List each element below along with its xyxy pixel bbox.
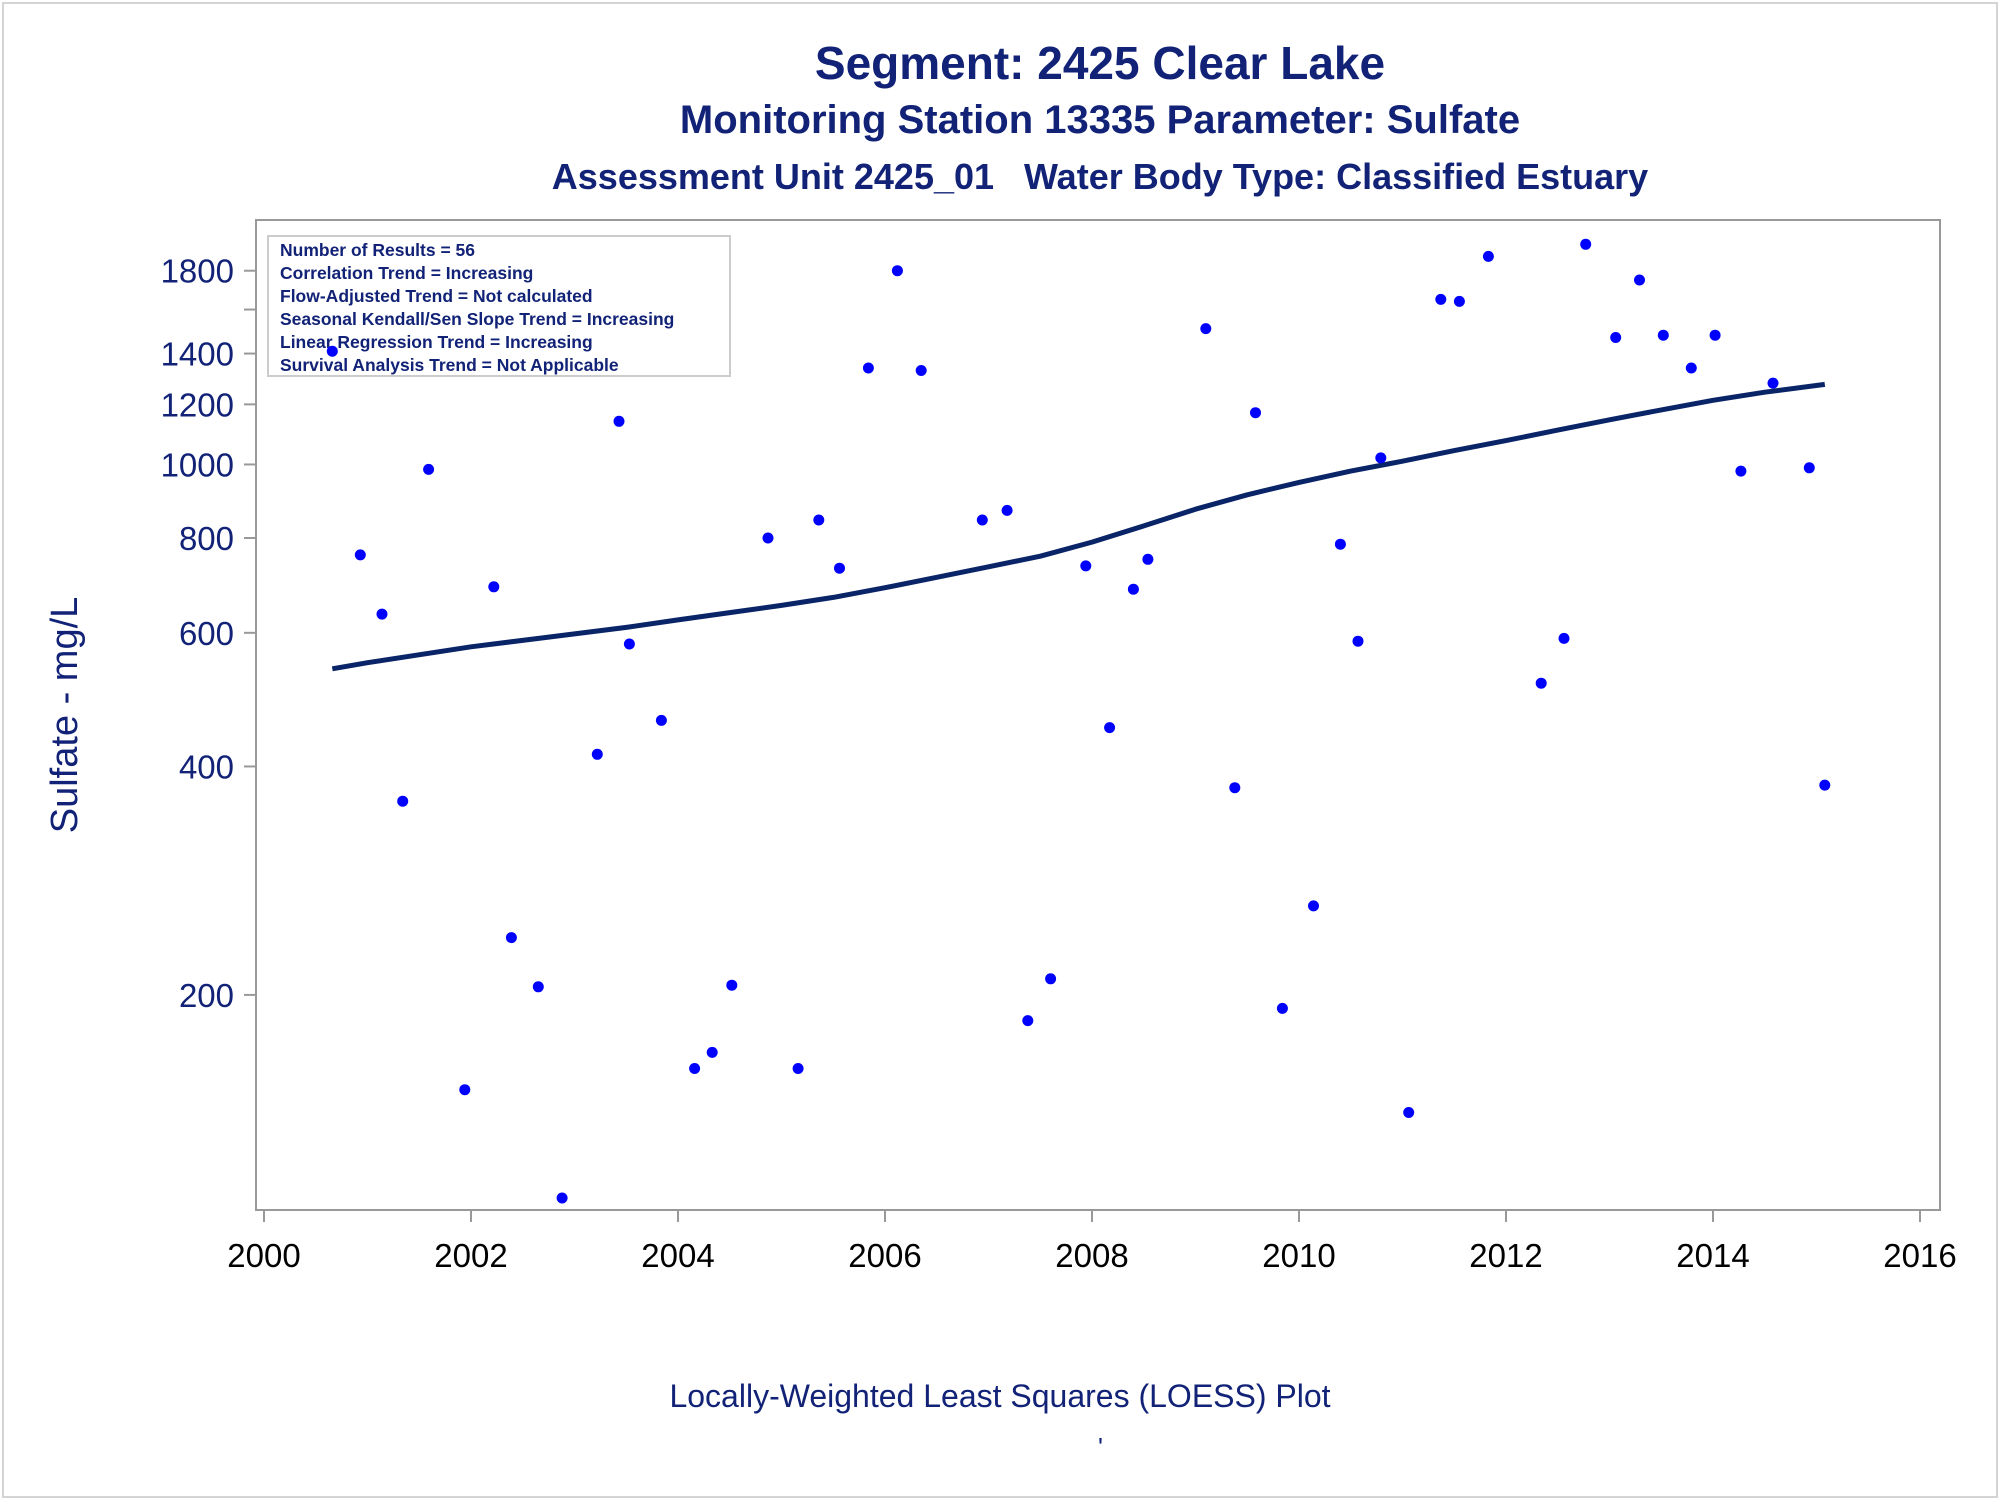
y-tick-label: 1400 (161, 336, 234, 373)
data-point (613, 415, 625, 427)
data-point (1352, 635, 1364, 647)
data-point (792, 1063, 804, 1074)
x-tick-label: 2000 (227, 1237, 300, 1274)
x-tick-label: 2006 (848, 1237, 921, 1274)
footnote-mark: ' (1098, 1432, 1103, 1462)
chart-subtitle-assessment: Assessment Unit 2425_01 Water Body Type:… (551, 156, 1649, 197)
trend-stat-line: Correlation Trend = Increasing (280, 263, 533, 283)
y-tick-label: 800 (179, 520, 234, 557)
data-point (655, 714, 667, 726)
data-point (459, 1084, 471, 1096)
data-point (813, 514, 825, 526)
footnote: Locally-Weighted Least Squares (LOESS) P… (669, 1378, 1331, 1414)
data-point (1453, 295, 1465, 307)
data-point (556, 1192, 568, 1204)
x-tick-label: 2016 (1883, 1237, 1956, 1274)
trend-stat-line: Linear Regression Trend = Increasing (280, 332, 593, 352)
data-point (891, 265, 903, 277)
data-point (1104, 722, 1116, 734)
x-tick-label: 2004 (641, 1237, 714, 1274)
y-axis: 200 400 600 800 1000 1200 1400 1800 (161, 253, 256, 1014)
data-point (862, 362, 874, 374)
y-tick-label: 1200 (161, 386, 234, 423)
data-point (1580, 238, 1592, 250)
data-point (623, 638, 635, 650)
data-point (706, 1046, 718, 1058)
chart-title: Segment: 2425 Clear Lake (814, 37, 1386, 89)
y-tick-label: 200 (179, 977, 234, 1014)
data-point (488, 581, 500, 593)
data-point (591, 748, 603, 760)
trend-stat-line: Flow-Adjusted Trend = Not calculated (280, 286, 593, 306)
points-layer (326, 238, 1831, 1204)
data-point (1767, 377, 1779, 389)
data-point (1334, 538, 1346, 550)
data-point (1142, 553, 1154, 565)
data-point (1308, 900, 1319, 912)
data-point (1435, 293, 1447, 305)
data-point (689, 1063, 701, 1074)
data-point (1803, 462, 1815, 474)
data-point (1657, 329, 1669, 341)
data-point (1403, 1107, 1415, 1118)
data-point (376, 608, 388, 620)
data-point (1080, 560, 1092, 572)
data-point (423, 463, 435, 475)
data-point (915, 365, 927, 376)
chart-subtitle: Monitoring Station 13335 Parameter: Sulf… (679, 98, 1521, 142)
data-point (834, 562, 845, 574)
data-point (326, 345, 338, 357)
x-axis: 2000 2002 2004 2006 2008 2010 2012 2014 2016 (227, 1210, 1957, 1274)
data-point (1535, 677, 1547, 689)
data-point (1610, 332, 1622, 343)
data-point (1735, 465, 1747, 477)
plot-area (255, 219, 1941, 1211)
data-point (1045, 973, 1057, 985)
data-point (762, 532, 774, 544)
data-point (976, 514, 988, 526)
data-point (354, 549, 366, 561)
y-tick-label: 1000 (161, 446, 234, 483)
data-point (726, 979, 738, 991)
x-tick-label: 2014 (1676, 1237, 1749, 1274)
trend-stat-line: Survival Analysis Trend = Not Applicable (280, 355, 619, 375)
data-point (1276, 1002, 1288, 1014)
data-point (1001, 504, 1013, 516)
data-point (1229, 782, 1241, 794)
x-tick-label: 2002 (434, 1237, 507, 1274)
x-tick-label: 2012 (1469, 1237, 1542, 1274)
data-point (397, 795, 409, 807)
trend-stats-border (267, 235, 731, 377)
data-point (1127, 583, 1139, 595)
data-point (1200, 323, 1212, 335)
data-point (1482, 250, 1494, 262)
data-point (1250, 407, 1261, 419)
trend-stat-line: Seasonal Kendall/Sen Slope Trend = Incre… (280, 309, 674, 329)
loess-trend-line (331, 381, 1826, 672)
x-tick-label: 2010 (1262, 1237, 1335, 1274)
y-axis-label: Sulfate - mg/L (44, 597, 86, 834)
y-tick-label: 400 (179, 748, 234, 785)
y-tick-label: 600 (179, 615, 234, 652)
data-point (1375, 452, 1387, 464)
data-point (1022, 1015, 1034, 1027)
loess-layer (331, 381, 1826, 672)
data-point (532, 981, 544, 993)
y-tick-label: 1800 (161, 253, 234, 290)
trend-stats-box: Number of Results = 56 Correlation Trend … (267, 235, 731, 377)
x-tick-label: 2008 (1055, 1237, 1128, 1274)
data-point (1634, 274, 1645, 286)
trend-stat-line: Number of Results = 56 (280, 240, 475, 260)
data-point (505, 932, 517, 944)
data-point (1709, 329, 1721, 341)
data-point (1819, 779, 1831, 791)
data-point (1558, 632, 1570, 644)
data-point (1685, 362, 1697, 374)
